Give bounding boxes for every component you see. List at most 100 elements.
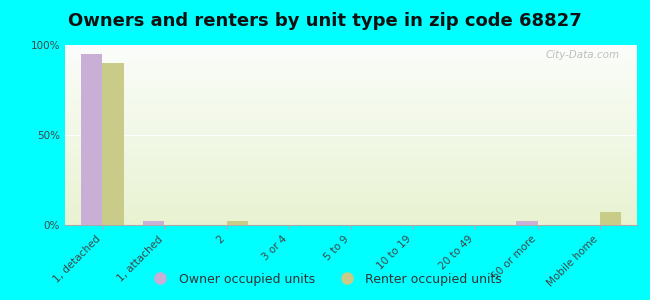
Bar bbox=[65, 190, 637, 191]
Bar bbox=[65, 193, 637, 194]
Bar bbox=[65, 61, 637, 62]
Bar bbox=[65, 65, 637, 66]
Bar bbox=[65, 214, 637, 215]
Bar bbox=[65, 130, 637, 131]
Bar bbox=[65, 118, 637, 119]
Bar bbox=[65, 224, 637, 225]
Bar bbox=[65, 187, 637, 188]
Bar bbox=[65, 189, 637, 190]
Bar bbox=[65, 100, 637, 101]
Bar bbox=[65, 75, 637, 76]
Bar bbox=[65, 223, 637, 224]
Bar bbox=[65, 92, 637, 93]
Bar bbox=[65, 177, 637, 178]
Bar bbox=[65, 145, 637, 146]
Bar bbox=[65, 172, 637, 173]
Bar bbox=[65, 203, 637, 204]
Bar bbox=[65, 69, 637, 70]
Bar bbox=[65, 109, 637, 110]
Bar bbox=[65, 181, 637, 182]
Bar bbox=[65, 152, 637, 153]
Bar bbox=[65, 185, 637, 186]
Bar bbox=[65, 119, 637, 120]
Bar bbox=[65, 70, 637, 71]
Bar bbox=[65, 135, 637, 136]
Bar bbox=[65, 58, 637, 59]
Bar bbox=[65, 102, 637, 103]
Bar bbox=[65, 167, 637, 168]
Bar bbox=[65, 162, 637, 163]
Bar bbox=[65, 117, 637, 118]
Bar bbox=[65, 208, 637, 209]
Bar bbox=[65, 59, 637, 60]
Bar bbox=[65, 146, 637, 147]
Bar bbox=[65, 195, 637, 196]
Bar bbox=[65, 128, 637, 129]
Bar bbox=[65, 155, 637, 156]
Bar bbox=[65, 136, 637, 137]
Bar bbox=[65, 199, 637, 200]
Bar bbox=[65, 76, 637, 77]
Bar bbox=[143, 221, 164, 225]
Bar bbox=[65, 81, 637, 82]
Bar bbox=[65, 120, 637, 121]
Bar bbox=[65, 160, 637, 161]
Bar bbox=[65, 78, 637, 79]
Bar bbox=[65, 142, 637, 143]
Bar bbox=[65, 179, 637, 180]
Bar bbox=[65, 124, 637, 125]
Text: City-Data.com: City-Data.com bbox=[546, 50, 620, 60]
Bar bbox=[65, 71, 637, 72]
Bar bbox=[65, 97, 637, 98]
Bar bbox=[65, 77, 637, 78]
Bar bbox=[65, 180, 637, 181]
Bar bbox=[65, 192, 637, 193]
Bar bbox=[65, 219, 637, 220]
Bar bbox=[65, 144, 637, 145]
Bar bbox=[65, 129, 637, 130]
Bar bbox=[65, 204, 637, 205]
Bar bbox=[65, 57, 637, 58]
Bar bbox=[65, 94, 637, 95]
Bar bbox=[65, 62, 637, 63]
Bar bbox=[65, 153, 637, 154]
Bar bbox=[65, 80, 637, 81]
Bar bbox=[65, 125, 637, 126]
Bar bbox=[65, 106, 637, 107]
Bar bbox=[65, 171, 637, 172]
Bar bbox=[65, 60, 637, 61]
Bar bbox=[65, 49, 637, 50]
Bar bbox=[65, 222, 637, 223]
Bar bbox=[65, 161, 637, 162]
Bar bbox=[65, 104, 637, 105]
Bar bbox=[65, 151, 637, 152]
Bar bbox=[65, 138, 637, 139]
Bar bbox=[65, 85, 637, 86]
Bar bbox=[65, 196, 637, 197]
Bar bbox=[65, 158, 637, 159]
Bar bbox=[65, 127, 637, 128]
Bar bbox=[65, 220, 637, 221]
Bar bbox=[65, 116, 637, 117]
Bar bbox=[65, 140, 637, 141]
Bar bbox=[65, 103, 637, 104]
Bar bbox=[65, 202, 637, 203]
Bar bbox=[65, 212, 637, 213]
Bar bbox=[65, 202, 637, 203]
Bar bbox=[65, 84, 637, 85]
Bar bbox=[65, 54, 637, 55]
Bar bbox=[65, 67, 637, 68]
Bar bbox=[65, 159, 637, 160]
Bar bbox=[227, 221, 248, 225]
Bar bbox=[65, 173, 637, 174]
Bar bbox=[65, 132, 637, 133]
Bar bbox=[65, 55, 637, 56]
Bar bbox=[65, 85, 637, 86]
Bar bbox=[65, 213, 637, 214]
Bar bbox=[102, 63, 124, 225]
Bar bbox=[65, 96, 637, 97]
Bar bbox=[65, 201, 637, 202]
Bar bbox=[65, 111, 637, 112]
Bar bbox=[65, 99, 637, 100]
Bar bbox=[65, 47, 637, 48]
